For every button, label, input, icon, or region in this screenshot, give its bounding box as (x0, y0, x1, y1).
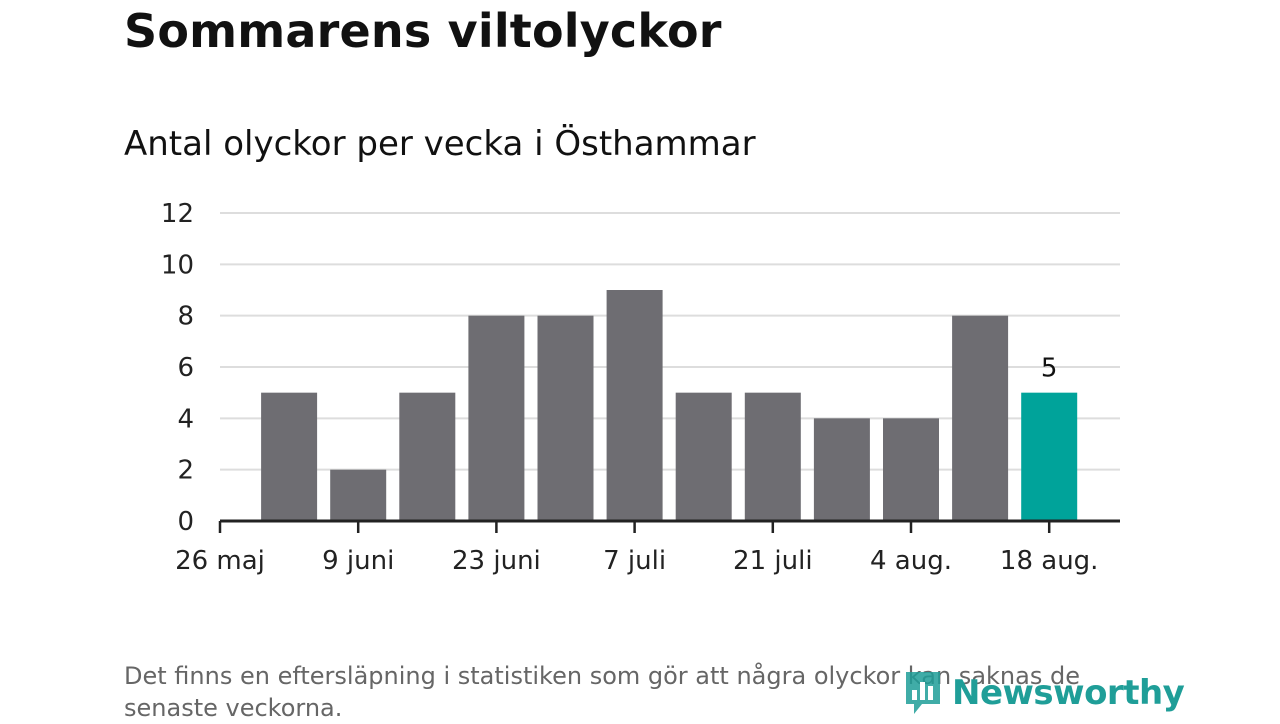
newsworthy-logo-text: Newsworthy (952, 673, 1185, 713)
y-tick-label: 8 (177, 302, 194, 332)
x-tick-label: 7 juli (603, 546, 666, 576)
bar (606, 290, 663, 521)
bars (261, 290, 1078, 521)
x-tick-label: 4 aug. (870, 546, 952, 576)
newsworthy-logo: Newsworthy (902, 668, 1185, 718)
bar (537, 315, 594, 521)
bar (468, 315, 525, 521)
bar (1021, 392, 1078, 521)
newsworthy-logo-icon (906, 672, 940, 714)
bar (952, 315, 1009, 521)
y-tick-label: 12 (161, 199, 194, 229)
x-tick-label: 21 juli (733, 546, 813, 576)
y-tick-label: 2 (177, 456, 194, 486)
labels: 0 2 4 6 8 10 12 26 maj 9 juni 23 juni 7 juli 21 jul… (161, 199, 1099, 576)
x-tick-label: 23 juni (452, 546, 541, 576)
y-tick-label: 10 (161, 250, 194, 280)
axes (218, 519, 1120, 533)
x-tick-label: 18 aug. (1000, 546, 1099, 576)
bar (675, 392, 732, 521)
bar (883, 418, 939, 521)
x-tick-label: 26 maj (175, 546, 265, 576)
x-tick-label: 9 juni (322, 546, 394, 576)
bar (399, 392, 456, 521)
data-label: 5 (1041, 354, 1058, 384)
chart-subtitle: Antal olyckor per vecka i Östhammar (124, 124, 756, 164)
y-tick-label: 0 (177, 507, 194, 537)
bar (813, 418, 870, 521)
bar (261, 392, 318, 521)
bar (330, 469, 387, 521)
y-tick-label: 4 (177, 404, 194, 434)
bar-chart: 0 2 4 6 8 10 12 26 maj 9 juni 23 juni 7 juli 21 jul… (161, 199, 1120, 576)
y-tick-label: 6 (177, 353, 194, 383)
bar (744, 392, 801, 521)
chart-title: Sommarens viltolyckor (124, 4, 722, 58)
